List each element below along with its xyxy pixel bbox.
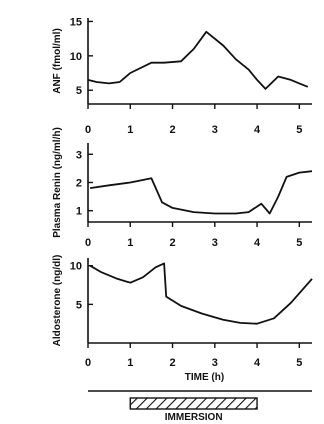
y-tick-label-anf: 10 xyxy=(70,51,82,63)
panel-anf: 5 10 15 0 1 2 3 4 5 ANF (fmol/ml) xyxy=(52,16,312,136)
y-axis-label-renin: Plasma Renin (ng/ml/h) xyxy=(52,127,63,238)
y-tick-label-aldosterone: 5 xyxy=(76,299,82,311)
x-tick-label-renin: 0 xyxy=(85,237,91,249)
series-line-anf xyxy=(87,30,309,90)
y-tick-label-anf: 15 xyxy=(70,16,82,28)
y-tick-label-renin: 1 xyxy=(76,206,82,218)
series-line-aldosterone xyxy=(89,262,313,325)
x-tick-label-aldosterone: 2 xyxy=(169,357,175,369)
immersion-bar xyxy=(129,397,258,410)
x-tick-label-anf: 1 xyxy=(127,124,133,136)
x-tick-label-aldosterone: 0 xyxy=(85,357,91,369)
y-tick-label-aldosterone: 10 xyxy=(70,261,82,273)
x-tick-label-anf: 3 xyxy=(212,124,218,136)
series-line-renin xyxy=(89,170,313,215)
y-tick-label-anf: 5 xyxy=(76,85,82,97)
immersion-indicator: IMMERSION xyxy=(88,390,312,423)
x-tick-label-renin: 5 xyxy=(296,237,302,249)
x-tick-label-renin: 1 xyxy=(127,237,133,249)
x-tick-label-aldosterone: 1 xyxy=(127,357,133,369)
y-tick-label-renin: 3 xyxy=(76,149,82,161)
panel-aldosterone: 5 10 0 1 2 3 4 5 Aldosterone (ng/dl) TIME (h) xyxy=(52,255,313,383)
x-tick-label-anf: 2 xyxy=(169,124,175,136)
x-tick-label-anf: 0 xyxy=(85,124,91,136)
x-axis-label-aldosterone: TIME (h) xyxy=(185,372,224,383)
immersion-label: IMMERSION xyxy=(165,412,223,423)
x-tick-label-anf: 5 xyxy=(296,124,302,136)
x-tick-label-renin: 3 xyxy=(212,237,218,249)
x-tick-label-renin: 2 xyxy=(169,237,175,249)
x-tick-label-renin: 4 xyxy=(254,237,261,249)
y-axis-label-anf: ANF (fmol/ml) xyxy=(52,28,63,94)
x-tick-label-aldosterone: 3 xyxy=(212,357,218,369)
y-axis-label-aldosterone: Aldosterone (ng/dl) xyxy=(52,255,63,347)
x-tick-label-anf: 4 xyxy=(254,124,261,136)
y-tick-label-renin: 2 xyxy=(76,178,82,190)
x-tick-label-aldosterone: 4 xyxy=(254,357,261,369)
x-tick-label-aldosterone: 5 xyxy=(296,357,302,369)
panel-renin: 1 2 3 0 1 2 3 4 5 Plasma Renin (ng/ml/h) xyxy=(52,127,313,249)
